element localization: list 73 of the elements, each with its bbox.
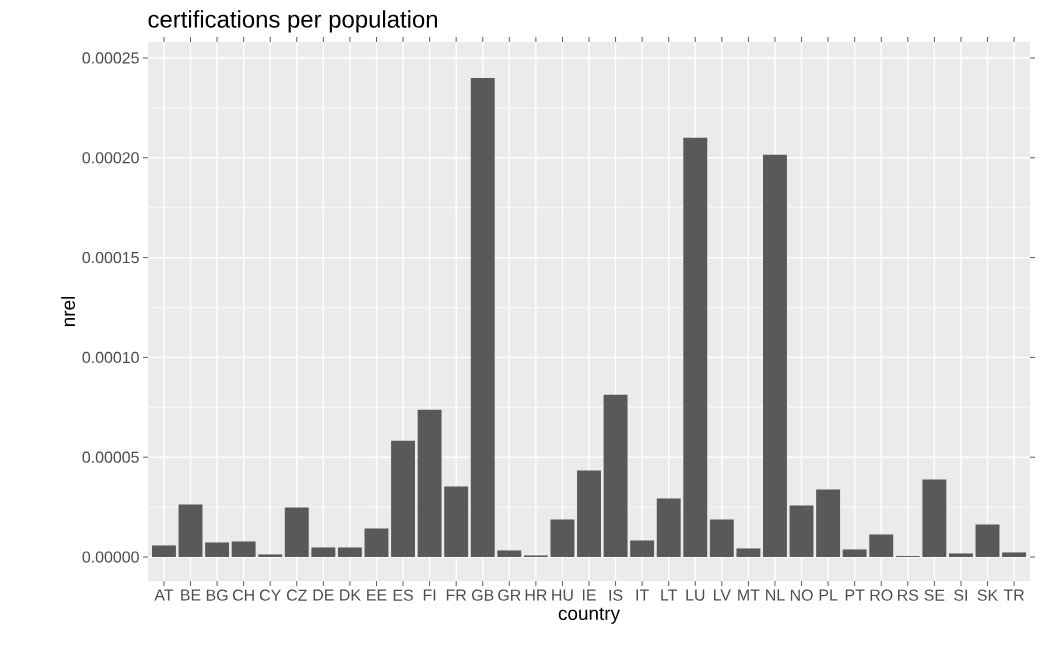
x-tick-label: ES xyxy=(393,589,413,601)
bar xyxy=(869,534,894,558)
bar xyxy=(656,498,681,558)
bar xyxy=(258,554,283,558)
y-tick-label: 0.00000 xyxy=(82,551,139,563)
bar xyxy=(1002,552,1027,558)
y-tick-label: 0.00025 xyxy=(82,52,139,64)
x-tick-label: MT xyxy=(738,589,760,601)
x-axis-title: country xyxy=(558,607,620,624)
x-tick-label: PL xyxy=(819,589,838,601)
x-tick-label: NO xyxy=(790,589,813,601)
bar xyxy=(948,553,973,558)
x-tick-label: FR xyxy=(446,589,467,601)
x-tick-label: CH xyxy=(232,589,254,601)
x-tick-label: LV xyxy=(714,589,731,601)
x-tick-label: LU xyxy=(686,589,705,601)
x-tick-label: AT xyxy=(154,589,174,601)
x-tick-label: DE xyxy=(313,589,334,601)
y-tick-label: 0.00005 xyxy=(82,451,139,463)
x-tick-label: CY xyxy=(259,589,281,601)
y-tick-label: 0.00010 xyxy=(82,351,139,364)
bar xyxy=(497,550,522,558)
bar xyxy=(550,519,575,558)
bar xyxy=(311,547,336,558)
bar xyxy=(470,77,495,558)
bar xyxy=(577,470,601,558)
bar xyxy=(709,519,734,558)
x-tick-label: RO xyxy=(870,589,893,601)
bar xyxy=(763,154,787,558)
bar xyxy=(364,528,389,558)
x-tick-label: LT xyxy=(661,589,678,601)
x-tick-label: GB xyxy=(472,589,494,601)
x-tick-label: HU xyxy=(552,589,573,601)
y-axis-title: nrel xyxy=(61,296,76,327)
bar xyxy=(444,486,469,558)
bar xyxy=(337,547,362,558)
bar xyxy=(922,479,947,558)
bar xyxy=(683,137,708,558)
x-tick-label: PT xyxy=(845,589,865,601)
x-tick-label: CZ xyxy=(286,589,307,601)
x-tick-label: TR xyxy=(1003,589,1024,601)
bar xyxy=(178,504,203,558)
bar xyxy=(391,440,415,558)
bar xyxy=(630,540,655,558)
x-tick-label: DK xyxy=(340,589,361,601)
x-tick-label: BG xyxy=(206,589,228,601)
x-tick-label: IE xyxy=(582,589,596,601)
bar xyxy=(151,545,176,558)
x-tick-label: GR xyxy=(498,589,521,601)
x-tick-label: SK xyxy=(977,589,998,601)
bar xyxy=(816,489,841,558)
bar xyxy=(603,394,628,558)
bar xyxy=(284,507,309,558)
bar xyxy=(736,548,761,558)
x-tick-label: IT xyxy=(636,589,649,601)
x-tick-label: IS xyxy=(609,589,623,601)
x-tick-label: EE xyxy=(367,589,387,601)
x-tick-label: HR xyxy=(525,589,547,601)
x-tick-label: NL xyxy=(766,589,785,601)
x-tick-label: RS xyxy=(898,589,919,601)
bar xyxy=(789,505,814,558)
bar xyxy=(231,541,256,558)
chart-title: certifications per population xyxy=(148,10,437,33)
x-tick-label: SE xyxy=(924,589,945,601)
bar xyxy=(417,409,442,558)
x-tick-label: FI xyxy=(423,589,436,601)
bar xyxy=(975,524,1000,558)
y-tick-label: 0.00015 xyxy=(82,251,139,264)
x-tick-label: BE xyxy=(181,589,201,601)
bar xyxy=(842,549,867,558)
x-tick-label: SI xyxy=(954,589,967,601)
bar xyxy=(205,542,230,558)
y-tick-label: 0.00020 xyxy=(82,152,139,164)
